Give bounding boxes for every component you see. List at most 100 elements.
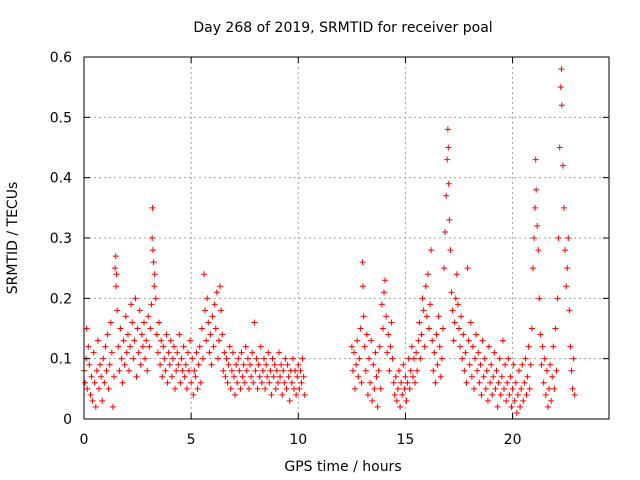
data-point [513,409,520,416]
data-point [510,361,517,368]
data-point [384,349,391,356]
data-point [268,391,275,398]
data-point [166,361,173,368]
data-point [222,373,229,380]
data-point [363,331,370,338]
data-point [401,385,408,392]
data-point [444,156,451,163]
data-point [565,235,572,241]
data-point [134,325,141,332]
data-point [508,403,515,410]
data-point [293,391,300,398]
data-point [160,343,167,350]
data-point [402,373,409,380]
data-point [540,379,547,386]
data-point [279,391,286,398]
data-point [496,355,503,362]
data-point [280,367,287,374]
data-point [568,367,575,374]
data-point [429,337,436,344]
data-point [424,271,431,278]
data-point [109,403,116,410]
data-point [451,319,458,326]
data-point [553,367,560,374]
data-point [556,144,563,151]
data-point [538,361,545,368]
data-point [558,66,565,73]
data-point [159,373,166,380]
data-point [494,403,501,410]
data-point [188,379,195,386]
data-point [499,337,506,344]
data-point [557,84,564,91]
data-point [468,373,475,380]
data-point [228,367,235,374]
data-point [394,385,401,392]
data-point [263,361,270,368]
data-point [277,373,284,380]
data-point [495,379,502,386]
data-point [472,355,479,362]
data-point [227,385,234,392]
data-point [480,373,487,380]
data-point [400,361,407,368]
data-point [122,313,129,320]
data-point [149,204,156,211]
data-point [127,343,134,350]
x-axis-label: GPS time / hours [284,459,401,475]
data-point [529,265,536,272]
data-point [153,331,160,338]
data-point [454,301,461,308]
data-point [162,367,169,374]
data-point [269,355,276,362]
data-point [539,343,546,350]
data-point [364,391,371,398]
data-point [186,367,192,374]
data-point [527,361,534,368]
data-point [113,283,120,290]
data-point [119,379,126,386]
data-point [92,403,99,410]
data-point [236,367,243,374]
data-point [169,355,176,362]
data-point [563,283,570,290]
data-point [180,343,187,350]
data-point [246,385,252,392]
data-point [220,367,227,374]
data-point [377,385,384,392]
data-point [566,307,573,314]
data-point [554,295,561,302]
data-point [488,361,495,368]
data-point [139,343,146,350]
data-point [262,385,269,392]
data-point [533,186,540,193]
data-point [154,349,161,356]
data-point [546,385,552,392]
data-point [421,343,428,350]
data-point [116,367,123,374]
data-point [487,379,494,386]
data-point [243,367,250,374]
data-point [438,355,445,362]
data-point [420,307,427,314]
data-point [285,373,292,380]
y-tick-label: 0.5 [50,110,72,126]
data-point [120,337,127,344]
data-point [147,325,154,332]
data-point [521,379,528,386]
data-point [203,337,210,344]
data-point [506,391,513,398]
data-point [393,397,400,404]
data-point [536,295,543,302]
data-point [133,373,140,380]
data-point [164,379,171,386]
data-point [111,373,117,380]
data-point [359,259,366,266]
data-point [146,343,153,350]
x-tick-label: 5 [187,432,196,448]
data-point [385,331,392,338]
data-point [129,319,136,326]
data-point [265,349,272,356]
